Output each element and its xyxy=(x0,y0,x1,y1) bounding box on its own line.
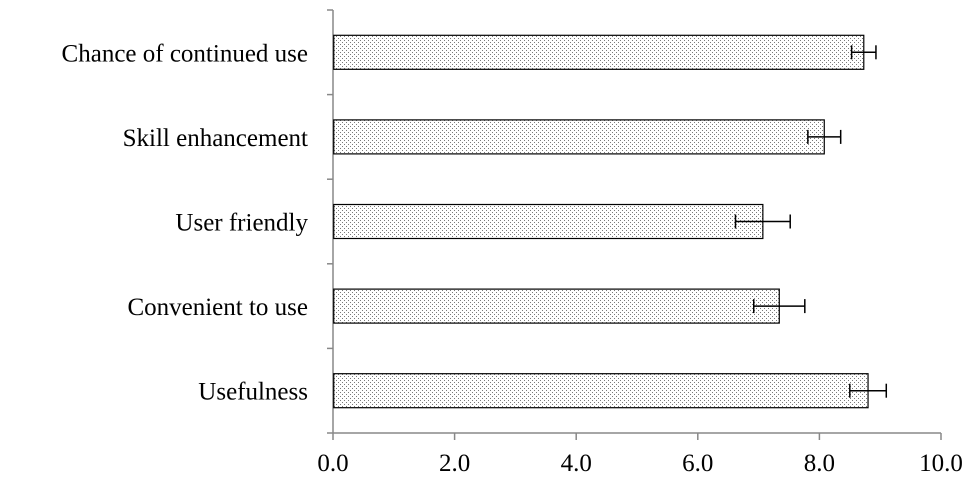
bar xyxy=(333,288,780,324)
category-label: Chance of continued use xyxy=(62,40,308,67)
error-bars xyxy=(734,45,888,398)
category-labels: Chance of continued use Skill enhancement… xyxy=(62,40,309,405)
x-tick-labels: 0.0 2.0 4.0 6.0 8.0 10.0 xyxy=(317,450,963,477)
bar xyxy=(333,203,764,240)
bar xyxy=(333,373,869,409)
category-label: Usefulness xyxy=(198,379,308,406)
x-tick-label: 8.0 xyxy=(804,450,835,477)
category-label: User friendly xyxy=(175,210,308,237)
bar xyxy=(333,119,825,155)
x-tick-label: 4.0 xyxy=(561,450,592,477)
bar xyxy=(333,34,865,70)
x-tick-label: 6.0 xyxy=(682,450,713,477)
x-tick-label: 10.0 xyxy=(919,450,963,477)
category-label: Skill enhancement xyxy=(123,125,308,152)
category-label: Convenient to use xyxy=(127,294,308,321)
x-tick-label: 2.0 xyxy=(439,450,470,477)
axes xyxy=(327,9,942,440)
bars xyxy=(333,34,869,409)
x-tick-label: 0.0 xyxy=(317,450,348,477)
